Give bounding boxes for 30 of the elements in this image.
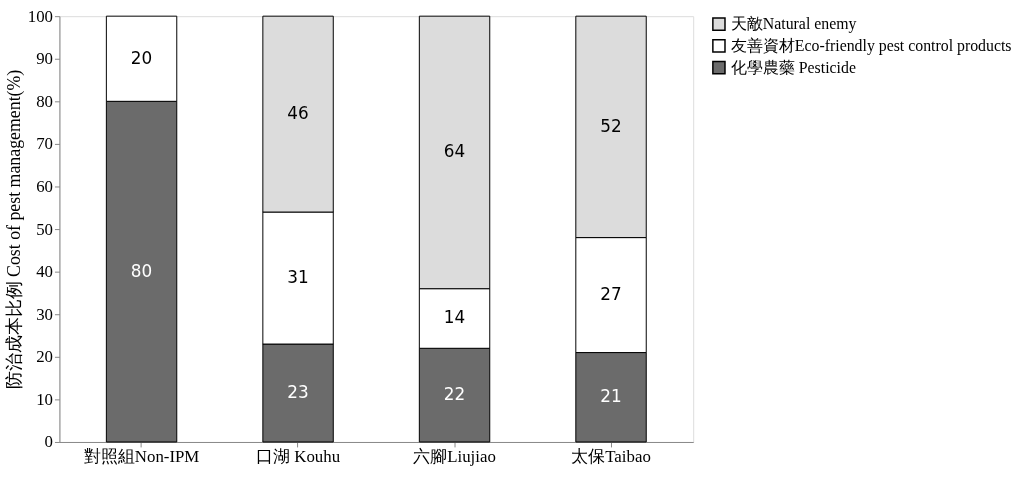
y-tick-label: 10 (36, 389, 53, 409)
y-tick-label: 80 (36, 91, 53, 111)
data-label: 22 (443, 384, 466, 405)
y-tick-label: 100 (27, 6, 53, 26)
legend-label: 友善資材Eco-friendly pest control products (730, 36, 1012, 55)
x-tick-label: 口湖 Kouhu (256, 447, 341, 467)
data-label: 20 (130, 47, 153, 68)
legend-label: 化學農藥 Pesticide (730, 58, 856, 76)
y-axis-title: 防治成本比例 Cost of pest management(%) (3, 69, 25, 390)
data-label: 14 (443, 307, 466, 328)
y-tick-label: 70 (36, 134, 53, 154)
y-tick-label: 50 (36, 219, 53, 239)
y-tick-label: 60 (36, 176, 53, 196)
y-tick-label: 40 (36, 262, 53, 282)
data-label: 46 (287, 103, 309, 124)
y-tick-label: 30 (36, 304, 53, 324)
data-label: 80 (130, 260, 153, 281)
data-label: 64 (443, 141, 466, 162)
data-label: 27 (600, 284, 622, 305)
y-tick-label: 0 (44, 432, 53, 452)
legend-label: 天敵Natural enemy (730, 15, 857, 34)
x-tick-label: 六腳Liujiao (413, 447, 496, 467)
x-tick-label: 對照組Non-IPM (83, 447, 200, 467)
data-label: 23 (287, 381, 309, 402)
data-label: 31 (287, 266, 309, 287)
y-tick-label: 20 (36, 347, 53, 367)
x-tick-label: 太保Taibao (571, 447, 651, 467)
y-tick-label: 90 (36, 49, 53, 69)
data-label: 52 (600, 115, 622, 136)
data-label: 21 (600, 386, 622, 407)
